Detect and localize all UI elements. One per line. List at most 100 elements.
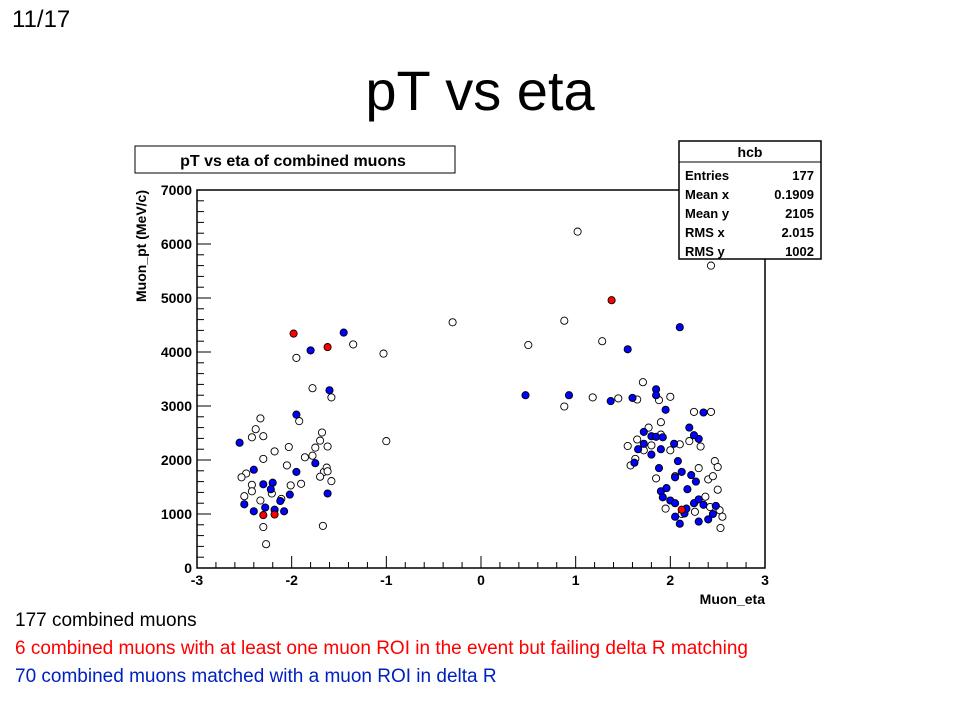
plot-frame <box>196 189 766 569</box>
data-point-matched <box>261 503 270 512</box>
data-point-matched <box>647 450 656 459</box>
data-point-all <box>247 487 256 496</box>
data-point-matched <box>704 515 713 524</box>
data-point-matched <box>662 484 671 493</box>
data-point-matched <box>708 509 717 519</box>
data-point-failing <box>607 296 616 305</box>
data-point-all <box>685 437 694 446</box>
data-point-matched <box>564 391 574 400</box>
data-point-failing <box>677 505 686 514</box>
data-point-all <box>316 436 325 445</box>
stats-value: 177 <box>792 168 814 183</box>
y-tick-label: 6000 <box>161 236 192 252</box>
data-point-all <box>633 435 642 444</box>
data-point-matched <box>699 408 708 417</box>
stats-value: 2.015 <box>781 225 814 240</box>
data-point-matched <box>673 457 682 466</box>
y-tick-label: 3000 <box>161 398 192 414</box>
data-point-all <box>379 349 388 358</box>
stats-label: Mean x <box>685 187 730 202</box>
data-point-all <box>308 384 317 393</box>
data-point-all <box>560 316 569 325</box>
data-point-all <box>706 407 716 416</box>
data-point-failing <box>323 343 332 352</box>
stats-value: 1002 <box>785 244 814 259</box>
data-point-matched <box>685 423 694 432</box>
data-point-matched <box>292 410 301 419</box>
data-point-all <box>247 433 256 442</box>
data-point-all <box>327 477 336 486</box>
data-point-all <box>713 485 722 494</box>
data-point-all <box>560 402 569 411</box>
data-point-matched <box>339 328 348 337</box>
data-point-matched <box>671 499 680 508</box>
data-point-matched <box>285 490 294 499</box>
stats-box-name: hcb <box>738 144 763 160</box>
data-point-matched <box>689 431 699 440</box>
caption-matched: 70 combined muons matched with a muon RO… <box>15 666 497 687</box>
data-point-all <box>623 441 632 451</box>
data-point-matched <box>670 439 679 448</box>
data-point-matched <box>306 346 315 355</box>
data-point-matched <box>249 507 258 516</box>
data-point-all <box>297 479 306 488</box>
data-point-all <box>237 473 246 482</box>
data-point-matched <box>280 507 289 516</box>
data-point-all <box>259 432 268 441</box>
data-point-matched <box>661 405 670 414</box>
data-point-all <box>708 472 717 481</box>
data-point-all <box>614 394 623 403</box>
data-point-matched <box>323 489 332 498</box>
x-tick-label: -2 <box>285 572 298 588</box>
data-point-matched <box>658 433 667 442</box>
data-point-all <box>666 392 675 401</box>
data-point-all <box>256 414 265 423</box>
data-point-all <box>689 407 699 416</box>
axis-ticks: -3 -2 -1 0 1 2 3 0 1000 2000 3000 4000 5000 6000 7000 <box>161 182 769 588</box>
data-point-matched <box>675 519 684 528</box>
slide-title: pT vs eta <box>365 59 595 122</box>
data-point-all <box>259 522 268 532</box>
data-point-matched <box>623 345 632 354</box>
stats-box: hcb Entries 177 Mean x 0.1909 Mean y 2105 RMS … <box>678 140 822 260</box>
data-point-all <box>256 496 265 505</box>
data-point-all <box>318 521 327 530</box>
data-point-all <box>696 442 705 451</box>
data-point-failing <box>289 329 298 338</box>
stats-value: 2105 <box>785 206 814 221</box>
chart-title-box <box>134 145 456 174</box>
data-point-all <box>284 442 293 452</box>
stats-label: Mean y <box>685 206 730 221</box>
data-point-all <box>690 507 699 516</box>
data-point-matched <box>521 391 530 400</box>
data-point-all <box>448 318 457 327</box>
data-point-matched <box>240 500 249 509</box>
data-point-all <box>716 523 725 533</box>
x-tick-label: 0 <box>477 572 485 588</box>
data-point-all <box>300 453 309 462</box>
data-point-all <box>656 418 665 427</box>
y-tick-label: 4000 <box>161 344 192 360</box>
data-point-all <box>524 340 533 350</box>
y-tick-label: 1000 <box>161 506 192 522</box>
data-point-all <box>382 437 391 446</box>
data-point-matched <box>683 485 692 494</box>
data-point-matched <box>606 397 615 406</box>
data-point-matched <box>259 480 268 489</box>
data-point-matched <box>687 471 696 480</box>
data-point-all <box>323 467 332 476</box>
data-point-matched <box>634 445 643 454</box>
data-point-matched <box>671 512 680 521</box>
data-point-all <box>647 441 656 450</box>
y-tick-label: 5000 <box>161 290 192 306</box>
data-point-matched <box>292 467 301 476</box>
data-point-matched <box>630 458 639 467</box>
data-point-matched <box>311 459 320 468</box>
data-point-failing <box>259 511 268 520</box>
data-point-matched <box>656 445 665 454</box>
data-point-all <box>317 428 327 437</box>
data-point-all <box>706 261 716 270</box>
y-axis-label: Muon_pt (MeV/c) <box>133 190 149 302</box>
data-point-all <box>573 227 582 236</box>
data-point-all <box>323 442 332 451</box>
